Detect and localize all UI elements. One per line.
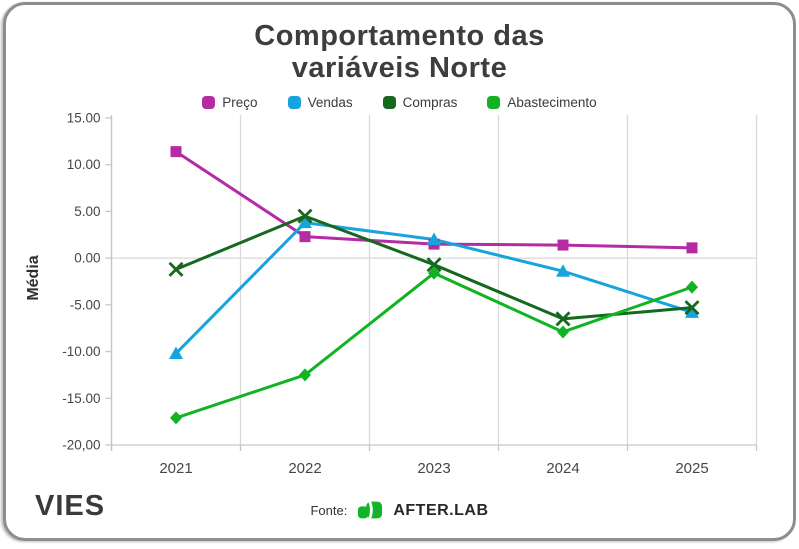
legend-label: Preço: [222, 95, 258, 110]
legend-swatch-icon: [487, 96, 501, 109]
marker-vendas-2021: [169, 346, 183, 359]
x-tick-label: 2021: [159, 460, 192, 477]
x-tick-label: 2024: [546, 460, 579, 477]
series-line-abastecimento: [174, 271, 694, 420]
marker-abastecimento-2024: [557, 325, 569, 339]
marker-abastecimento-2022: [299, 368, 311, 382]
marker-preço-2022: [299, 231, 311, 243]
chart-title-line2: variáveis Norte: [291, 52, 508, 85]
y-tick-label: -10.00: [62, 344, 100, 359]
legend-item-preço: Preço: [202, 95, 258, 110]
marker-preço-2021: [170, 146, 182, 158]
marker-vendas-2024: [556, 264, 570, 277]
marker-compras-2024: [555, 311, 571, 327]
chart-title-line1: Comportamento das: [254, 20, 545, 52]
legend-item-vendas: Vendas: [287, 95, 353, 110]
source-attribution: Fonte: AFTER.LAB: [310, 499, 488, 522]
marker-preço-2024: [557, 239, 569, 251]
y-tick-label: -5.00: [70, 297, 101, 312]
chart-card: Comportamento das variáveis Norte Preço V…: [3, 2, 796, 541]
legend-swatch-icon: [287, 96, 301, 109]
marker-vendas-2023: [427, 232, 441, 245]
y-tick-label: -20,00: [62, 438, 100, 453]
chart-title: Comportamento das variáveis Norte: [6, 20, 793, 85]
y-tick-label: 15.00: [67, 111, 101, 126]
legend-label: Abastecimento: [507, 95, 597, 110]
legend-item-abastecimento: Abastecimento: [487, 95, 597, 110]
x-tick-label: 2022: [288, 460, 321, 477]
line-chart: 15.00 10.00 5.00 0.00 -5.00 -10.00 -15.00 -20,0…: [62, 111, 758, 477]
legend-label: Vendas: [307, 95, 353, 110]
y-axis-title: Média: [25, 255, 42, 301]
marker-compras-2023: [426, 257, 442, 273]
marker-compras-2022: [297, 208, 313, 224]
vies-logo: VIES: [35, 490, 106, 522]
marker-vendas-2022: [298, 215, 312, 229]
marker-abastecimento-2021: [170, 411, 182, 425]
marker-compras-2025: [684, 300, 700, 316]
source-name: AFTER.LAB: [393, 501, 489, 519]
y-tick-label: 5.00: [74, 204, 100, 219]
source-label: Fonte:: [310, 503, 348, 518]
x-tick-label: 2023: [417, 460, 450, 477]
y-tick-label: -15.00: [62, 391, 100, 406]
marker-compras-2021: [168, 261, 184, 277]
x-tick-label: 2025: [675, 460, 708, 477]
legend-swatch-icon: [382, 96, 396, 109]
legend-label: Compras: [402, 95, 458, 110]
y-tick-label: 10.00: [67, 157, 101, 172]
y-tick-label: 0.00: [74, 251, 100, 266]
legend-item-compras: Compras: [382, 95, 458, 110]
marker-vendas-2025: [685, 305, 699, 318]
legend: Preço Vendas Compras Abastecimento: [6, 95, 793, 110]
marker-preço-2025: [686, 242, 698, 254]
marker-abastecimento-2025: [686, 280, 698, 294]
legend-swatch-icon: [202, 96, 216, 109]
marker-abastecimento-2023: [428, 266, 440, 280]
afterlab-logo-icon: [358, 499, 383, 522]
